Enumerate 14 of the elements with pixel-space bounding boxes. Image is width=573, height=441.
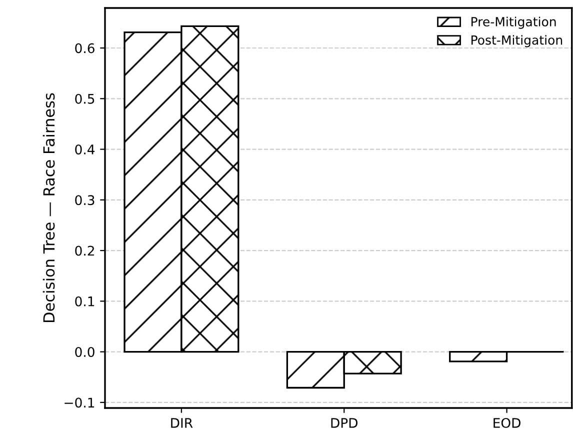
y-tick-label: −0.1 [64, 398, 94, 408]
x-tick-label: DPD [331, 418, 358, 428]
y-tick-label: 0.3 [75, 195, 94, 206]
y-tick-label: 0.5 [75, 94, 94, 104]
y-tick-label: 0.6 [75, 43, 94, 54]
legend-label: Pre-Mitigation [472, 16, 556, 29]
x-tick-label: EOD [494, 418, 520, 428]
x-tick-label: DIR [171, 418, 193, 428]
y-tick-label: 0.4 [75, 144, 95, 154]
y-tick-label: 0.0 [75, 347, 94, 357]
y-axis-title: Decision Tree — Race Fairness [42, 93, 55, 322]
y-tick-label: 0.1 [75, 296, 94, 306]
y-tick-label: 0.2 [75, 246, 94, 256]
legend-label: Post-Mitigation [472, 35, 562, 48]
